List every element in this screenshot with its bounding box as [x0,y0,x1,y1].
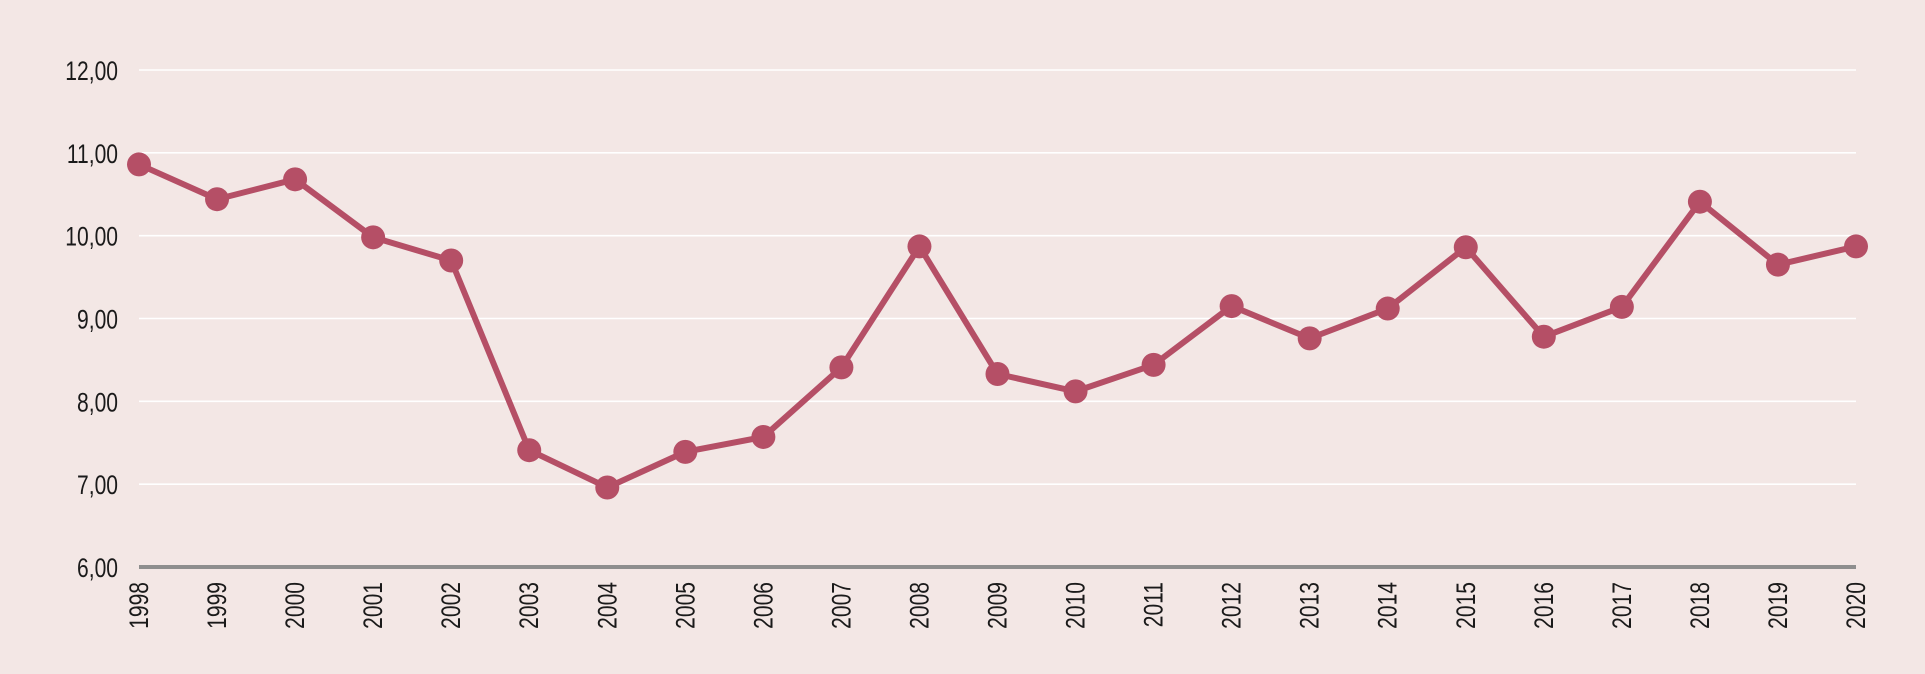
x-tick-label: 2014 [1373,582,1403,629]
data-point-2009 [985,361,1010,386]
x-tick-label: 2004 [593,582,623,629]
data-point-2004 [595,475,620,500]
y-tick-label: 8,00 [77,388,118,418]
x-tick-label: 2011 [1139,582,1169,627]
x-axis-ticks: 1998 1999 2000 2001 2002 2003 2004 2005 2006 2007… [125,582,1872,629]
series-line [136,161,1859,491]
x-tick-label: 2019 [1764,582,1794,629]
x-tick-label: 1998 [125,582,155,629]
y-tick-label: 9,00 [77,305,118,335]
data-point-2016 [1531,324,1556,349]
data-point-2006 [751,424,776,449]
x-tick-label: 2012 [1217,582,1247,629]
x-tick-label: 2005 [671,582,701,629]
data-point-2019 [1765,252,1790,277]
data-point-2003 [517,438,542,463]
data-point-2010 [1063,379,1088,404]
data-point-2020 [1844,234,1868,259]
gridlines [139,69,1856,485]
x-tick-label: 2020 [1842,582,1872,629]
data-point-2017 [1609,294,1634,319]
data-point-2007 [829,355,854,380]
y-tick-label: 11,00 [67,139,118,169]
y-tick-label: 12,00 [65,57,118,87]
x-tick-label: 2013 [1295,582,1325,629]
x-tick-label: 2015 [1451,582,1481,629]
x-tick-label: 2016 [1529,582,1559,629]
x-tick-label: 2018 [1685,582,1715,629]
data-point-1999 [205,187,230,212]
data-point-2011 [1141,352,1166,377]
x-tick-label: 1999 [203,582,233,629]
data-point-1998 [127,152,151,177]
x-tick-label: 2007 [827,582,857,629]
data-point-2005 [673,439,698,464]
x-tick-label: 2006 [749,582,779,629]
series [127,152,1868,500]
data-point-2018 [1687,189,1712,214]
data-point-2001 [361,225,386,250]
x-tick-label: 2010 [1061,582,1091,629]
data-point-2002 [439,248,464,273]
x-tick-label: 2009 [983,582,1013,629]
y-axis-ticks: 6,00 7,00 8,00 9,00 10,00 11,00 12,00 [65,57,118,584]
x-tick-label: 2008 [905,582,935,629]
x-tick-label: 2002 [437,582,467,629]
x-tick-label: 2001 [359,582,389,629]
data-point-2008 [907,234,932,259]
data-point-2014 [1375,296,1400,321]
y-tick-label: 6,00 [77,554,118,584]
x-tick-label: 2000 [281,582,311,629]
y-tick-label: 10,00 [65,222,118,252]
data-point-2015 [1453,235,1478,260]
data-point-2012 [1219,294,1244,319]
data-point-2013 [1297,326,1322,351]
data-point-2000 [283,167,308,192]
x-tick-label: 2003 [515,582,545,629]
y-tick-label: 7,00 [77,471,118,501]
x-tick-label: 2017 [1607,582,1637,629]
